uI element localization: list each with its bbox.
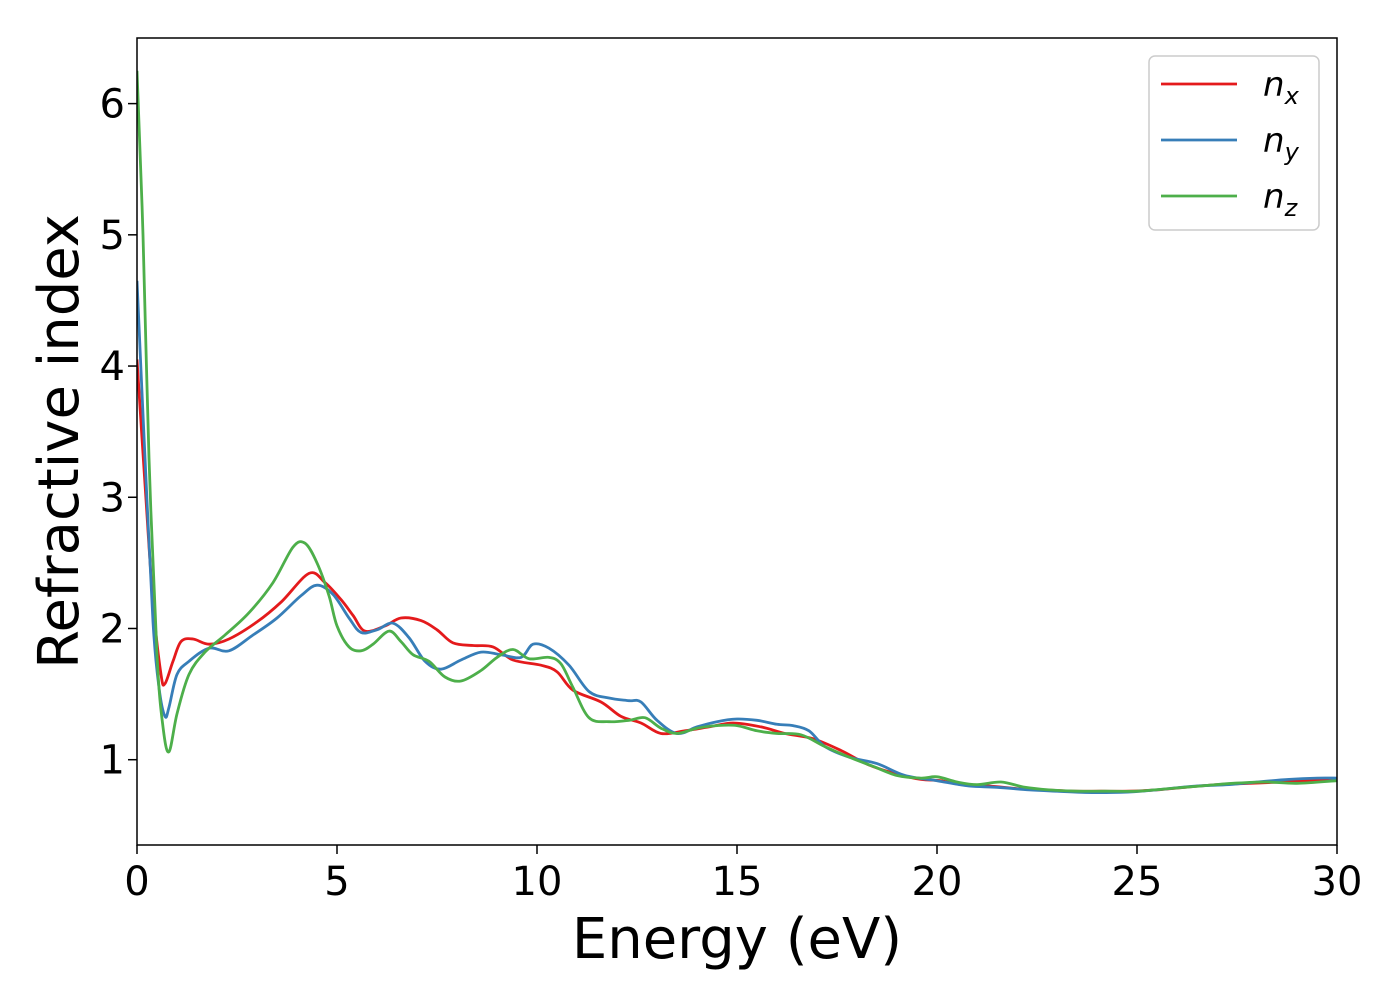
legend: nx ny nz — [1148, 55, 1320, 231]
series-layer — [137, 70, 1337, 795]
y-tick-label: 6 — [100, 82, 125, 128]
y-tick-label: 3 — [100, 475, 125, 521]
x-tick-label: 25 — [1112, 859, 1163, 905]
legend-label-y: ny — [1263, 121, 1300, 166]
x-tick-label: 15 — [712, 859, 763, 905]
y-tick-label: 1 — [100, 738, 125, 784]
legend-label-x: nx — [1263, 65, 1300, 110]
x-tick-label: 0 — [124, 859, 149, 905]
legend-label-z: nz — [1263, 177, 1299, 222]
series-line-z — [137, 70, 1337, 793]
y-axis-title: Refractive index — [27, 214, 92, 669]
legend-box — [1148, 55, 1320, 231]
y-axis-ticks: 1 2 3 4 5 6 — [100, 82, 137, 784]
series-line-y — [137, 280, 1337, 795]
x-tick-label: 30 — [1312, 859, 1363, 905]
y-tick-label: 5 — [100, 213, 125, 259]
x-tick-label: 5 — [324, 859, 349, 905]
y-tick-label: 2 — [100, 606, 125, 652]
x-axis-title: Energy (eV) — [572, 907, 902, 972]
x-tick-label: 10 — [512, 859, 563, 905]
y-tick-label: 4 — [100, 344, 125, 390]
x-axis-ticks: 0 5 10 15 20 25 30 — [124, 845, 1362, 905]
x-tick-label: 20 — [912, 859, 963, 905]
